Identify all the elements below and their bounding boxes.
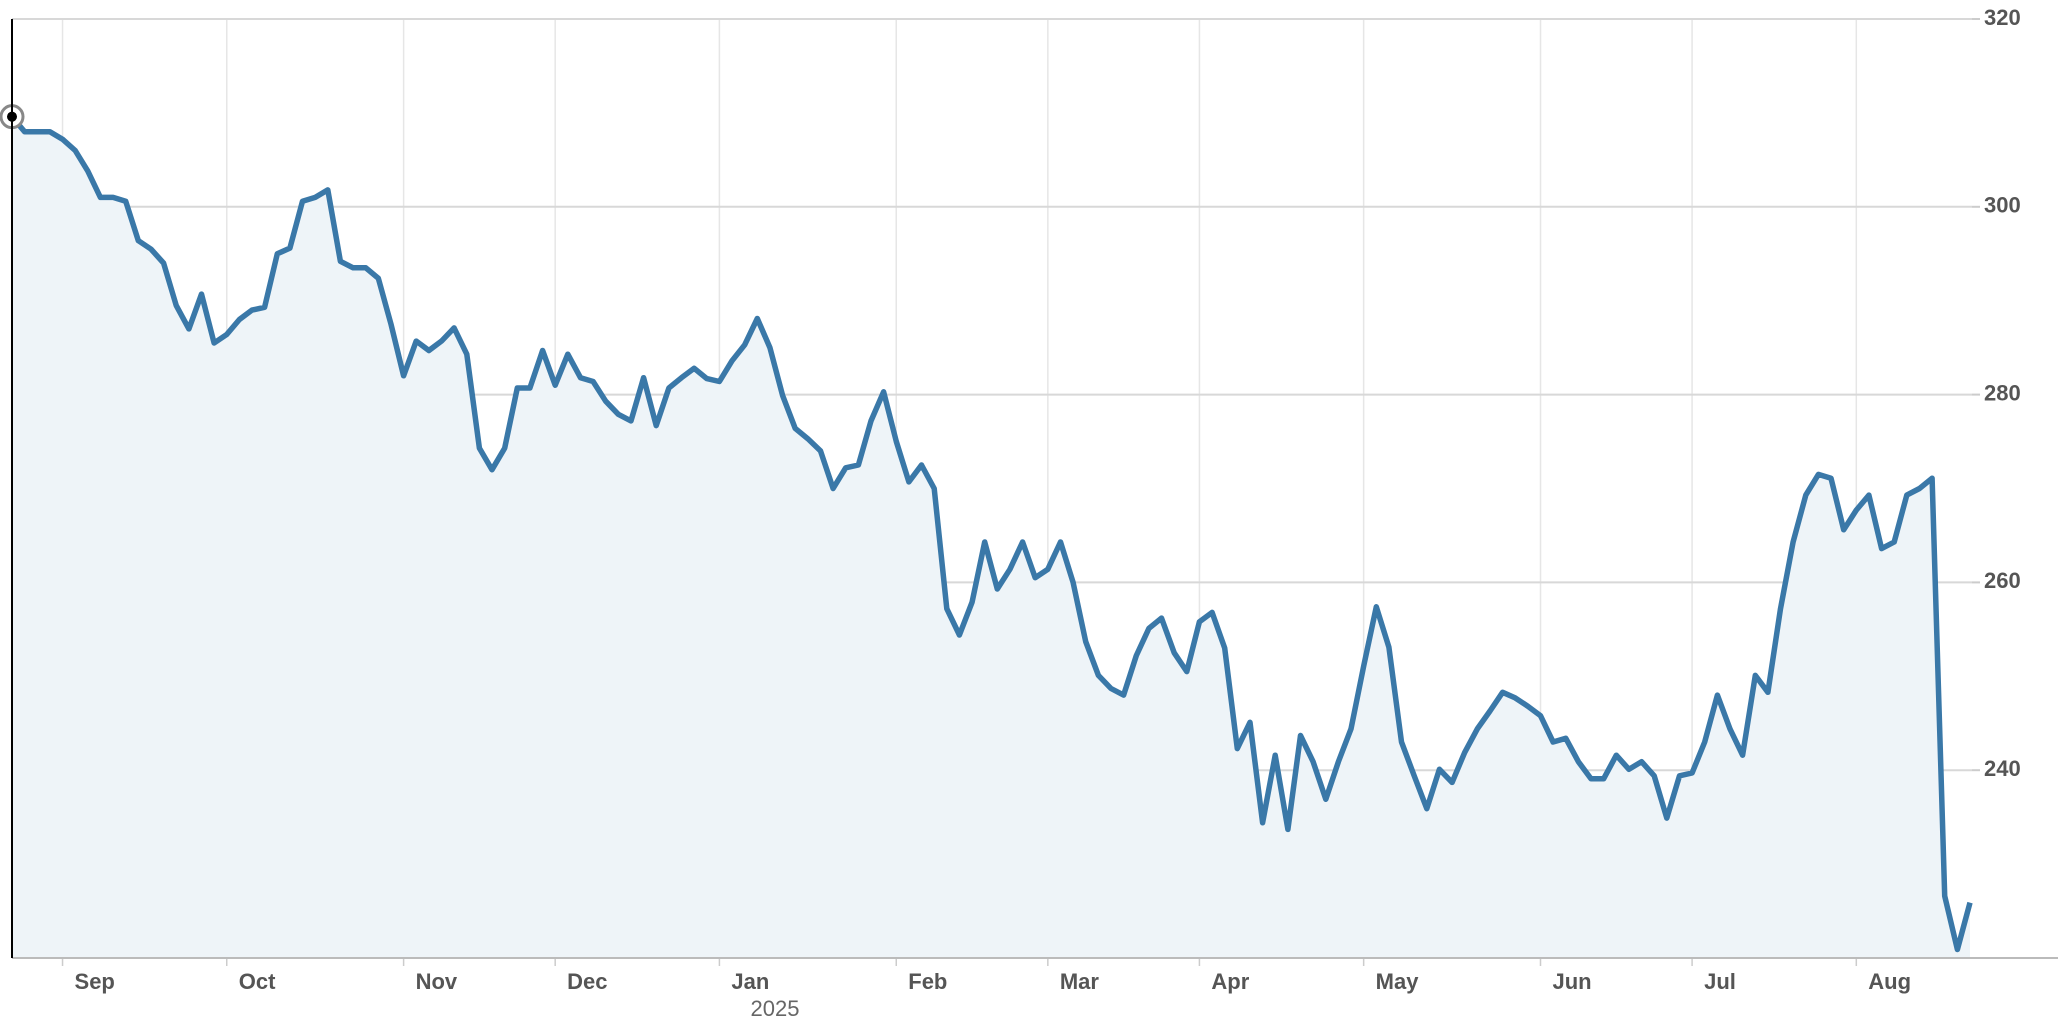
x-tick-label: Jul — [1704, 969, 1736, 994]
x-tick-label: Feb — [908, 969, 947, 994]
x-tick-label: Sep — [75, 969, 115, 994]
year-label: 2025 — [751, 996, 800, 1021]
x-tick-label: Jan — [731, 969, 769, 994]
x-tick-label: Aug — [1868, 969, 1911, 994]
y-tick-label: 320 — [1984, 5, 2021, 30]
x-tick-label: Dec — [567, 969, 607, 994]
axes: Sep Oct Nov Dec Jan Feb Mar Apr May Jun Jul Aug 240 2… — [11, 5, 2058, 994]
x-tick-label: Jun — [1553, 969, 1592, 994]
y-tick-label: 240 — [1984, 756, 2021, 781]
x-tick-label: Nov — [416, 969, 458, 994]
area — [12, 116, 1970, 958]
x-tick-label: Mar — [1060, 969, 1100, 994]
y-tick-label: 280 — [1984, 380, 2021, 405]
y-tick-label: 260 — [1984, 568, 2021, 593]
series — [0, 104, 1973, 958]
x-tick-label: May — [1376, 969, 1420, 994]
x-tick-label: Apr — [1211, 969, 1249, 994]
x-tick-label: Oct — [239, 969, 276, 994]
line — [9, 114, 1973, 953]
y-tick-label: 300 — [1984, 193, 2021, 218]
